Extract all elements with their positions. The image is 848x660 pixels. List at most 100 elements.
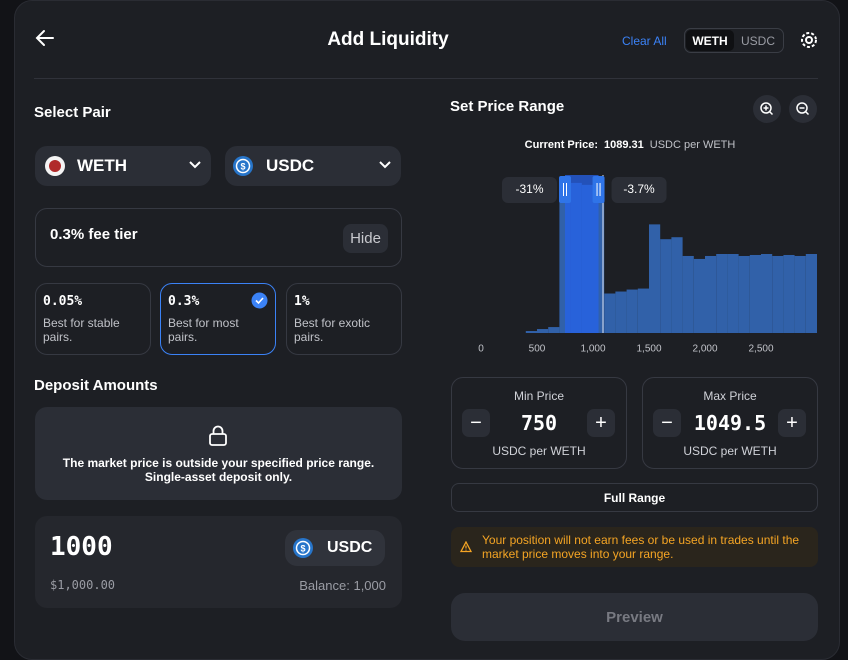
token-toggle (684, 28, 784, 53)
usdc-icon: $ (293, 538, 313, 558)
preview-button[interactable]: Preview (451, 593, 818, 641)
increment-button[interactable]: + (587, 409, 615, 437)
bar (682, 255, 694, 333)
full-range-button[interactable]: Full Range (451, 483, 818, 512)
x-tick-label: 500 (529, 344, 546, 355)
min-price-value[interactable]: 750 (520, 411, 558, 435)
bar (649, 224, 661, 333)
page-title: Add Liquidity (327, 29, 449, 50)
range-change: -31% (515, 182, 543, 196)
usd-value: $1,000.00 (50, 578, 116, 592)
decrement-button[interactable]: − (462, 409, 490, 437)
bar (593, 179, 605, 333)
settings-button[interactable] (798, 29, 820, 51)
bar (772, 255, 784, 333)
bar (637, 288, 649, 333)
x-tick-label: 0 (478, 344, 484, 355)
bar (749, 254, 761, 333)
bar (671, 237, 683, 333)
max-price-box (642, 377, 818, 469)
current-price-row: Current Price: 1089.31 USDC per WETH (450, 139, 810, 151)
token-b: USDC (266, 156, 315, 175)
toggle-usdc[interactable]: USDC (740, 33, 775, 48)
bar (716, 254, 728, 333)
bar (604, 293, 616, 333)
weth-icon (45, 156, 65, 176)
balance: Balance: 1,000 (299, 578, 386, 593)
x-tick-label: 2,500 (748, 344, 773, 355)
bar (761, 254, 773, 333)
warning-text: Your position will not earn fees or be u… (482, 533, 800, 561)
warning-box (451, 527, 818, 567)
bar (794, 255, 806, 333)
fee-tier: 0.3% fee tier (50, 226, 138, 243)
deposit-title: Deposit Amounts (34, 377, 158, 394)
zoom-controls (753, 95, 817, 123)
max-price-title: Max Price (703, 389, 757, 403)
lock-icon (209, 425, 227, 446)
deposit-token: USDC (327, 539, 373, 556)
toggle-weth[interactable]: WETH (686, 30, 734, 51)
usdc-icon: $ (233, 156, 253, 176)
bar (738, 255, 750, 333)
token-b-select[interactable] (225, 146, 401, 186)
price-range-title: Set Price Range (450, 98, 565, 115)
select-pair-title: Select Pair (34, 104, 111, 121)
range-handle (592, 176, 605, 203)
max-price-unit: USDC per WETH (683, 444, 777, 458)
chevron (189, 161, 201, 169)
clear-all[interactable]: Clear All (622, 34, 667, 48)
bar (548, 327, 560, 333)
fee-tier-box (35, 208, 402, 267)
min-price-box (451, 377, 627, 469)
bar (805, 254, 817, 333)
zoom-out[interactable] (789, 95, 817, 123)
svg-text:$: $ (300, 543, 305, 553)
token-a: WETH (77, 156, 128, 175)
bar (626, 289, 638, 333)
range-change-box (502, 177, 557, 203)
tier-card-selected[interactable] (160, 283, 276, 355)
range-change: -3.7% (623, 182, 655, 196)
chevron (379, 161, 391, 169)
bar (660, 239, 672, 333)
bar (783, 254, 795, 333)
increment-button[interactable]: + (778, 409, 806, 437)
divider (34, 78, 818, 79)
hide-button[interactable]: Hide (343, 224, 388, 253)
min-price-unit: USDC per WETH (492, 444, 586, 458)
bar (615, 291, 627, 333)
bar (525, 331, 537, 333)
min-price-title: Min Price (513, 389, 564, 403)
tier-fee: 0.3% (168, 294, 200, 309)
tier-description: Best for stable pairs. (43, 316, 120, 344)
max-price-value[interactable]: 1049.5 (693, 411, 767, 435)
tier-card[interactable] (35, 283, 151, 355)
tier-fee: 1% (294, 294, 310, 309)
notice-text: The market price is outside your specifi… (62, 456, 375, 484)
range-handle (559, 176, 571, 203)
x-tick-label: 1,000 (580, 344, 605, 355)
x-tick-label: 2,000 (692, 344, 717, 355)
current-price-unit: USDC per WETH (649, 139, 736, 151)
current-price-label: Current Price: (524, 139, 599, 151)
svg-text:$: $ (240, 161, 245, 171)
tier-fee: 0.05% (43, 294, 83, 309)
zoom-in[interactable] (753, 95, 781, 123)
back-button[interactable] (34, 28, 56, 48)
warning-icon (460, 541, 472, 553)
range-change-box (611, 177, 667, 203)
bar (693, 258, 705, 333)
decrement-button[interactable]: − (653, 409, 681, 437)
amount-input[interactable]: 1000 (50, 532, 113, 562)
bar (705, 255, 717, 333)
notice-box (35, 407, 402, 500)
tier-card[interactable] (286, 283, 402, 355)
bar (537, 329, 549, 333)
tier-description: Best for most pairs. (168, 316, 239, 344)
x-tick-label: 1,500 (636, 344, 661, 355)
tier-description: Best for exotic pairs. (294, 316, 371, 344)
bar (727, 254, 739, 333)
